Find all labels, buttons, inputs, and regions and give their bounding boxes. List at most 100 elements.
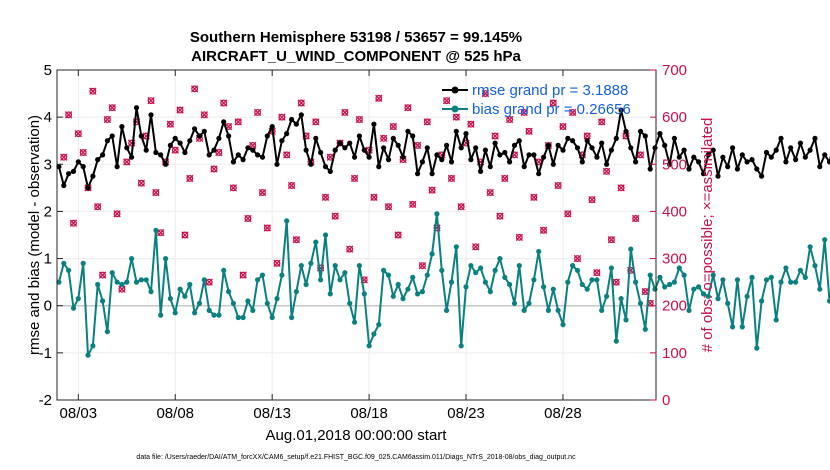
legend-bias-label: bias grand pr = 0.26656 [472, 101, 631, 118]
obs-possible-marker [176, 106, 184, 114]
obs-possible-marker [181, 231, 189, 239]
bias-point [584, 286, 590, 292]
bias-point [400, 296, 406, 302]
rmse-point [376, 164, 382, 170]
rmse-point [511, 142, 518, 148]
bias-point [604, 293, 610, 299]
bias-point [565, 279, 571, 285]
obs-possible-marker [123, 158, 131, 166]
obs-assimilated-marker [384, 203, 393, 211]
bias-point [303, 281, 309, 288]
bias-point [424, 272, 430, 278]
obs-assimilated-marker [181, 231, 189, 239]
obs-assimilated-marker [210, 165, 218, 173]
obs-assimilated-marker [573, 254, 582, 263]
obs-possible-marker [588, 196, 596, 204]
obs-assimilated-marker [64, 111, 73, 119]
rmse-point [507, 159, 513, 165]
rmse-point [114, 164, 120, 170]
obs-possible-marker [205, 278, 213, 286]
obs-possible-marker [312, 118, 320, 126]
obs-possible-marker [486, 189, 494, 197]
legend: rmse grand pr = 3.1888 bias grand pr = 0… [442, 82, 631, 118]
bias-point [439, 267, 445, 273]
bias-point [153, 227, 159, 233]
rmse-point [143, 147, 149, 153]
rmse-point [807, 147, 813, 153]
rmse-point [361, 147, 367, 153]
obs-assimilated-marker [428, 186, 436, 194]
bias-point [618, 296, 624, 302]
obs-possible-marker [191, 85, 199, 93]
obs-assimilated-marker [103, 115, 112, 124]
bias-point [725, 300, 731, 306]
rmse-point [424, 145, 430, 151]
rmse-point [725, 164, 731, 170]
obs-possible-marker [409, 200, 417, 208]
rmse-point [739, 152, 745, 158]
rmse-point [710, 147, 716, 153]
rmse-point [429, 171, 435, 177]
rmse-point [264, 133, 270, 139]
y-left-tick-label: 4 [44, 109, 52, 126]
rmse-point [201, 128, 207, 134]
bias-point [250, 307, 256, 313]
obs-possible-marker [467, 120, 475, 128]
bias-point [376, 322, 382, 328]
obs-possible-marker [632, 215, 640, 222]
y-left-tick-label: 1 [44, 251, 52, 268]
axis-ticks: 08/03 08/08 08/13 08/18 08/23 08/28 -2 -1 0 1 2 3 4 5… [39, 62, 687, 422]
obs-possible-marker [554, 182, 562, 189]
bias-point [502, 274, 508, 280]
bias-point [313, 239, 319, 245]
bias-point [734, 277, 741, 283]
bias-point [560, 322, 566, 328]
bias-point [531, 277, 537, 283]
x-tick-label: 08/23 [447, 405, 485, 422]
rmse-point [700, 171, 707, 177]
obs-assimilated-marker [69, 219, 78, 227]
bias-point [807, 244, 813, 250]
y-right-tick-label: 300 [662, 251, 687, 268]
obs-possible-marker [404, 104, 412, 112]
rmse-point [526, 152, 532, 158]
rmse-point [279, 138, 285, 144]
rmse-point [158, 152, 164, 158]
obs-possible-marker [166, 120, 174, 128]
bias-point [90, 343, 96, 349]
rmse-point [536, 171, 542, 177]
obs-possible-marker [491, 132, 499, 140]
obs-possible-marker [496, 212, 504, 220]
obs-possible-marker [423, 118, 431, 126]
obs-possible-marker [506, 116, 514, 123]
rmse-point [599, 140, 605, 146]
obs-count-markers [60, 85, 654, 308]
rmse-point [381, 145, 387, 151]
bias-point [710, 272, 716, 278]
obs-possible-marker [457, 203, 465, 211]
bias-point [289, 314, 295, 321]
y-right-tick-label: 0 [662, 392, 670, 409]
bias-point [759, 298, 765, 304]
bias-point [545, 307, 552, 313]
rmse-point [492, 140, 498, 146]
rmse-point [468, 157, 474, 163]
bias-point [700, 291, 707, 297]
bias-point [163, 256, 169, 262]
obs-assimilated-marker [602, 167, 611, 176]
bias-point [66, 267, 72, 273]
y-left-tick-label: 0 [44, 298, 52, 315]
bias-point [327, 291, 333, 297]
rmse-point [681, 147, 687, 153]
rmse-point [478, 168, 484, 174]
y-left-tick-label: 2 [44, 203, 52, 220]
rmse-point [637, 128, 644, 134]
obs-possible-marker [443, 97, 451, 105]
bias-point [492, 267, 498, 273]
obs-possible-marker [229, 184, 237, 192]
rmse-point [255, 152, 261, 158]
bias-point [652, 286, 658, 292]
obs-assimilated-marker [564, 210, 572, 218]
bias-point [245, 298, 251, 304]
rmse-point [579, 159, 585, 165]
